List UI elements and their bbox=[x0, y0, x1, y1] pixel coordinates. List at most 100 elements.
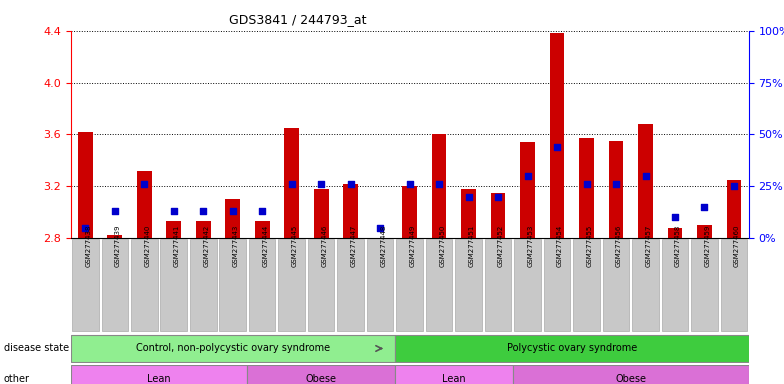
Point bbox=[168, 208, 180, 214]
FancyBboxPatch shape bbox=[190, 239, 216, 331]
Bar bbox=[491, 193, 506, 238]
Text: Lean: Lean bbox=[442, 374, 466, 384]
FancyBboxPatch shape bbox=[161, 239, 187, 331]
FancyBboxPatch shape bbox=[544, 239, 570, 331]
Text: GSM277454: GSM277454 bbox=[557, 225, 563, 267]
Text: Obese: Obese bbox=[615, 374, 646, 384]
Text: GSM277449: GSM277449 bbox=[409, 224, 416, 267]
FancyBboxPatch shape bbox=[71, 334, 395, 362]
FancyBboxPatch shape bbox=[395, 334, 749, 362]
Bar bbox=[550, 33, 564, 238]
Point bbox=[610, 181, 622, 187]
Text: GSM277459: GSM277459 bbox=[705, 224, 710, 267]
Bar bbox=[668, 228, 682, 238]
Point bbox=[728, 183, 740, 189]
FancyBboxPatch shape bbox=[395, 366, 513, 384]
FancyBboxPatch shape bbox=[101, 239, 128, 331]
Text: GSM277455: GSM277455 bbox=[586, 225, 593, 267]
Text: GSM277442: GSM277442 bbox=[203, 225, 209, 267]
Point bbox=[433, 181, 445, 187]
FancyBboxPatch shape bbox=[71, 366, 248, 384]
Bar bbox=[196, 221, 211, 238]
Bar bbox=[78, 132, 93, 238]
FancyBboxPatch shape bbox=[691, 239, 718, 331]
FancyBboxPatch shape bbox=[337, 239, 364, 331]
Text: GSM277457: GSM277457 bbox=[645, 224, 652, 267]
FancyBboxPatch shape bbox=[248, 366, 395, 384]
FancyBboxPatch shape bbox=[278, 239, 305, 331]
Text: GSM277440: GSM277440 bbox=[144, 224, 151, 267]
Point bbox=[108, 208, 121, 214]
Bar bbox=[521, 142, 535, 238]
Text: GSM277441: GSM277441 bbox=[174, 224, 180, 267]
Bar bbox=[697, 225, 712, 238]
FancyBboxPatch shape bbox=[603, 239, 630, 331]
Point bbox=[315, 181, 328, 187]
Point bbox=[344, 181, 357, 187]
Point bbox=[639, 173, 652, 179]
FancyBboxPatch shape bbox=[662, 239, 688, 331]
FancyBboxPatch shape bbox=[514, 239, 541, 331]
Point bbox=[256, 208, 268, 214]
Text: GSM277447: GSM277447 bbox=[350, 224, 357, 267]
FancyBboxPatch shape bbox=[720, 239, 747, 331]
Point bbox=[285, 181, 298, 187]
Bar bbox=[432, 134, 447, 238]
FancyBboxPatch shape bbox=[249, 239, 275, 331]
Bar bbox=[343, 184, 358, 238]
Text: Lean: Lean bbox=[147, 374, 171, 384]
Text: other: other bbox=[4, 374, 30, 384]
Point bbox=[580, 181, 593, 187]
Point bbox=[374, 225, 387, 231]
Bar bbox=[107, 235, 122, 238]
Bar bbox=[137, 170, 151, 238]
Point bbox=[197, 208, 209, 214]
FancyBboxPatch shape bbox=[397, 239, 423, 331]
FancyBboxPatch shape bbox=[367, 239, 394, 331]
FancyBboxPatch shape bbox=[426, 239, 452, 331]
Text: GSM277448: GSM277448 bbox=[380, 224, 387, 267]
FancyBboxPatch shape bbox=[72, 239, 99, 331]
Bar bbox=[225, 199, 240, 238]
Bar bbox=[638, 124, 653, 238]
Point bbox=[521, 173, 534, 179]
FancyBboxPatch shape bbox=[485, 239, 511, 331]
Text: GSM277452: GSM277452 bbox=[498, 225, 504, 267]
Point bbox=[227, 208, 239, 214]
FancyBboxPatch shape bbox=[573, 239, 600, 331]
Text: GSM277443: GSM277443 bbox=[233, 224, 239, 267]
Bar bbox=[166, 221, 181, 238]
Point bbox=[492, 194, 504, 200]
Text: GSM277438: GSM277438 bbox=[85, 224, 91, 267]
Bar bbox=[608, 141, 623, 238]
Text: GSM277451: GSM277451 bbox=[469, 224, 474, 267]
Bar bbox=[402, 186, 417, 238]
Text: Polycystic ovary syndrome: Polycystic ovary syndrome bbox=[506, 343, 637, 354]
Point bbox=[463, 194, 475, 200]
Point bbox=[699, 204, 711, 210]
Text: GSM277460: GSM277460 bbox=[734, 224, 740, 267]
Text: GSM277458: GSM277458 bbox=[675, 224, 681, 267]
FancyBboxPatch shape bbox=[131, 239, 158, 331]
Text: GSM277439: GSM277439 bbox=[114, 224, 121, 267]
FancyBboxPatch shape bbox=[220, 239, 246, 331]
Text: Control, non-polycystic ovary syndrome: Control, non-polycystic ovary syndrome bbox=[136, 343, 330, 354]
Bar bbox=[579, 138, 594, 238]
Text: GSM277456: GSM277456 bbox=[616, 224, 622, 267]
Text: GSM277453: GSM277453 bbox=[528, 224, 534, 267]
Text: GSM277450: GSM277450 bbox=[439, 224, 445, 267]
Bar bbox=[255, 221, 270, 238]
Text: Obese: Obese bbox=[306, 374, 336, 384]
Bar bbox=[727, 180, 742, 238]
Point bbox=[551, 144, 564, 150]
FancyBboxPatch shape bbox=[632, 239, 659, 331]
FancyBboxPatch shape bbox=[308, 239, 335, 331]
Bar bbox=[285, 128, 299, 238]
Text: GDS3841 / 244793_at: GDS3841 / 244793_at bbox=[229, 13, 367, 26]
Text: disease state: disease state bbox=[4, 343, 69, 354]
Text: GSM277446: GSM277446 bbox=[321, 224, 327, 267]
FancyBboxPatch shape bbox=[456, 239, 482, 331]
Bar bbox=[314, 189, 328, 238]
Text: GSM277444: GSM277444 bbox=[262, 225, 268, 267]
FancyBboxPatch shape bbox=[513, 366, 749, 384]
